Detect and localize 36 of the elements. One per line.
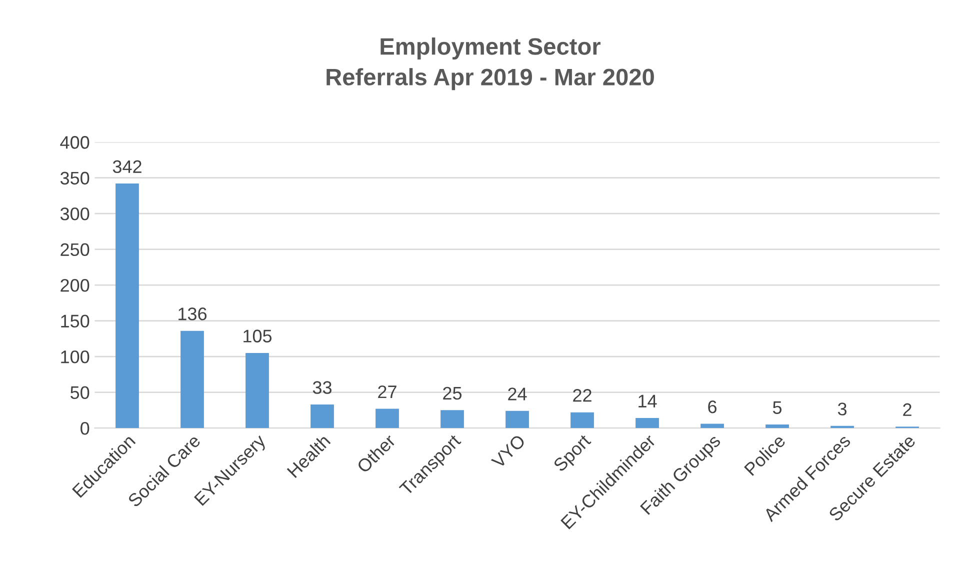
bar [116, 184, 139, 428]
bar [376, 408, 399, 428]
bar [570, 412, 594, 428]
x-tick-label: VYO [490, 434, 526, 470]
y-tick-label: 400 [60, 136, 90, 149]
y-tick-label: 0 [80, 422, 90, 435]
bar [700, 424, 724, 428]
data-label: 5 [772, 401, 782, 414]
bar [180, 330, 204, 428]
y-tick-label: 150 [61, 314, 90, 328]
data-label: 27 [378, 385, 396, 398]
y-tick-label: 50 [70, 386, 90, 400]
bar [830, 426, 854, 428]
data-label: 24 [508, 388, 527, 400]
bar [636, 418, 659, 428]
data-label: 6 [708, 400, 716, 414]
y-tick-label: 250 [60, 243, 90, 256]
bar [246, 352, 269, 428]
bar [310, 404, 334, 428]
data-label: 14 [638, 394, 657, 408]
data-label: 22 [573, 389, 592, 402]
y-tick-label: 200 [60, 279, 90, 292]
data-label: 2 [903, 403, 912, 416]
data-label: 3 [838, 402, 846, 416]
y-tick-label: 350 [60, 172, 90, 185]
chart-title: Employment Sector Referrals Apr 2019 - Mar 2020 [326, 38, 654, 90]
data-label: 136 [178, 308, 207, 320]
y-tick-label: 100 [61, 350, 90, 364]
bar [766, 424, 789, 428]
y-tick-label: 300 [60, 208, 90, 220]
data-label: 105 [244, 330, 272, 342]
data-label: 25 [443, 386, 462, 400]
data-label: 342 [112, 160, 142, 174]
bar [506, 410, 529, 428]
data-label: 33 [312, 381, 332, 394]
bar [440, 410, 464, 428]
